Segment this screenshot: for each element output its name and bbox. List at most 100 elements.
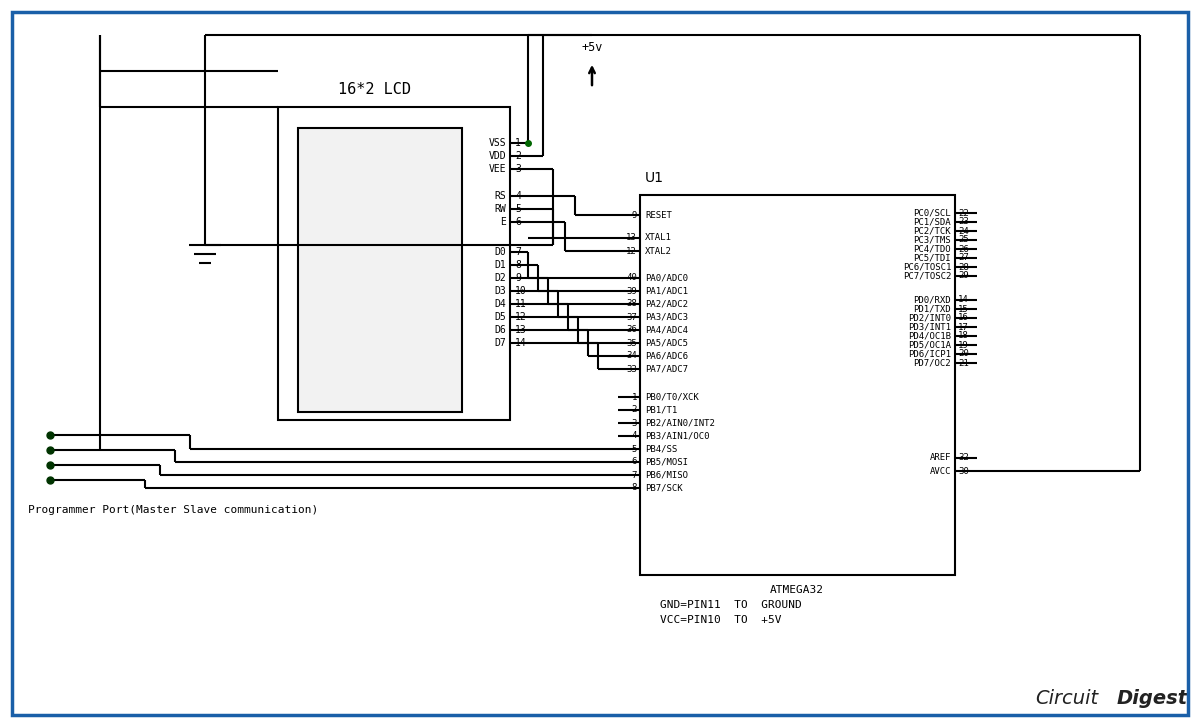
- Text: 21: 21: [958, 358, 968, 368]
- Text: 1: 1: [515, 138, 521, 148]
- Text: Programmer Port(Master Slave communication): Programmer Port(Master Slave communicati…: [28, 505, 318, 515]
- Text: PA7/ADC7: PA7/ADC7: [646, 364, 688, 374]
- Text: 18: 18: [958, 332, 968, 340]
- Text: VCC=PIN10  TO  +5V: VCC=PIN10 TO +5V: [660, 615, 781, 625]
- Text: Digest: Digest: [1117, 689, 1188, 708]
- Text: 5: 5: [515, 204, 521, 214]
- Text: PA6/ADC6: PA6/ADC6: [646, 351, 688, 361]
- Text: PA5/ADC5: PA5/ADC5: [646, 339, 688, 348]
- Text: 38: 38: [626, 300, 637, 308]
- Text: PC2/TCK: PC2/TCK: [913, 227, 952, 236]
- Text: PD4/OC1B: PD4/OC1B: [908, 332, 952, 340]
- Text: 12: 12: [515, 312, 527, 322]
- Text: 17: 17: [958, 323, 968, 332]
- Text: AVCC: AVCC: [930, 467, 952, 475]
- Text: 5: 5: [631, 444, 637, 454]
- Text: 9: 9: [515, 273, 521, 283]
- Text: 4: 4: [515, 191, 521, 201]
- Text: D6: D6: [494, 325, 506, 335]
- Text: 3: 3: [515, 164, 521, 174]
- Text: PA0/ADC0: PA0/ADC0: [646, 273, 688, 283]
- Text: PB6/MISO: PB6/MISO: [646, 470, 688, 480]
- Text: 11: 11: [515, 299, 527, 309]
- Text: RW: RW: [494, 204, 506, 214]
- Text: XTAL2: XTAL2: [646, 246, 672, 255]
- Text: VSS: VSS: [488, 138, 506, 148]
- Text: Circuit: Circuit: [1034, 689, 1098, 708]
- Text: D2: D2: [494, 273, 506, 283]
- Text: 2: 2: [631, 406, 637, 414]
- Text: PA3/ADC3: PA3/ADC3: [646, 313, 688, 321]
- Text: 22: 22: [958, 209, 968, 217]
- Text: D3: D3: [494, 286, 506, 296]
- Text: PA4/ADC4: PA4/ADC4: [646, 326, 688, 334]
- Text: 7: 7: [515, 247, 521, 257]
- Text: 10: 10: [515, 286, 527, 296]
- Text: PC7/TOSC2: PC7/TOSC2: [902, 271, 952, 281]
- Text: 39: 39: [626, 286, 637, 295]
- Bar: [278, 107, 510, 420]
- Text: PD2/INT0: PD2/INT0: [908, 313, 952, 323]
- Text: PB1/T1: PB1/T1: [646, 406, 677, 414]
- Text: 40: 40: [626, 273, 637, 283]
- Text: 34: 34: [626, 351, 637, 361]
- Text: 13: 13: [626, 233, 637, 243]
- Text: D7: D7: [494, 338, 506, 348]
- Text: 7: 7: [631, 470, 637, 480]
- Text: RESET: RESET: [646, 211, 672, 220]
- Text: 27: 27: [958, 254, 968, 262]
- Text: U1: U1: [646, 171, 664, 185]
- Text: PC1/SDA: PC1/SDA: [913, 217, 952, 227]
- Text: PA1/ADC1: PA1/ADC1: [646, 286, 688, 295]
- Text: 12: 12: [626, 246, 637, 255]
- Text: 20: 20: [958, 350, 968, 358]
- Text: 33: 33: [626, 364, 637, 374]
- Text: PC0/SCL: PC0/SCL: [913, 209, 952, 217]
- Text: 32: 32: [958, 454, 968, 462]
- Text: PB7/SCK: PB7/SCK: [646, 483, 683, 492]
- Bar: [298, 128, 462, 412]
- Text: PD6/ICP1: PD6/ICP1: [908, 350, 952, 358]
- Text: 15: 15: [958, 305, 968, 313]
- Bar: [640, 195, 955, 575]
- Text: 36: 36: [626, 326, 637, 334]
- Text: PC6/TOSC1: PC6/TOSC1: [902, 262, 952, 271]
- Text: PD7/OC2: PD7/OC2: [913, 358, 952, 368]
- Text: 25: 25: [958, 236, 968, 244]
- Text: RS: RS: [494, 191, 506, 201]
- Text: PC3/TMS: PC3/TMS: [913, 236, 952, 244]
- Text: PC4/TDO: PC4/TDO: [913, 244, 952, 254]
- Text: 14: 14: [958, 295, 968, 305]
- Text: 4: 4: [631, 432, 637, 441]
- Text: 19: 19: [958, 340, 968, 350]
- Text: 24: 24: [958, 227, 968, 236]
- Text: 6: 6: [515, 217, 521, 227]
- Text: 37: 37: [626, 313, 637, 321]
- Text: PA2/ADC2: PA2/ADC2: [646, 300, 688, 308]
- Text: 23: 23: [958, 217, 968, 227]
- Text: D4: D4: [494, 299, 506, 309]
- Text: 3: 3: [631, 419, 637, 427]
- Text: VEE: VEE: [488, 164, 506, 174]
- Text: 13: 13: [515, 325, 527, 335]
- Text: AREF: AREF: [930, 454, 952, 462]
- Text: 6: 6: [631, 457, 637, 467]
- Text: 26: 26: [958, 244, 968, 254]
- Text: PB3/AIN1/OC0: PB3/AIN1/OC0: [646, 432, 709, 441]
- Text: VDD: VDD: [488, 151, 506, 161]
- Text: 8: 8: [515, 260, 521, 270]
- Text: PC5/TDI: PC5/TDI: [913, 254, 952, 262]
- Text: 9: 9: [631, 211, 637, 220]
- Text: 30: 30: [958, 467, 968, 475]
- Text: D0: D0: [494, 247, 506, 257]
- Text: 16*2 LCD: 16*2 LCD: [338, 82, 410, 97]
- Text: 29: 29: [958, 271, 968, 281]
- Text: 14: 14: [515, 338, 527, 348]
- Text: XTAL1: XTAL1: [646, 233, 672, 243]
- Text: PD3/INT1: PD3/INT1: [908, 323, 952, 332]
- Text: PD5/OC1A: PD5/OC1A: [908, 340, 952, 350]
- Text: ATMEGA32: ATMEGA32: [770, 585, 824, 595]
- Text: 28: 28: [958, 262, 968, 271]
- Text: E: E: [500, 217, 506, 227]
- Text: 16: 16: [958, 313, 968, 323]
